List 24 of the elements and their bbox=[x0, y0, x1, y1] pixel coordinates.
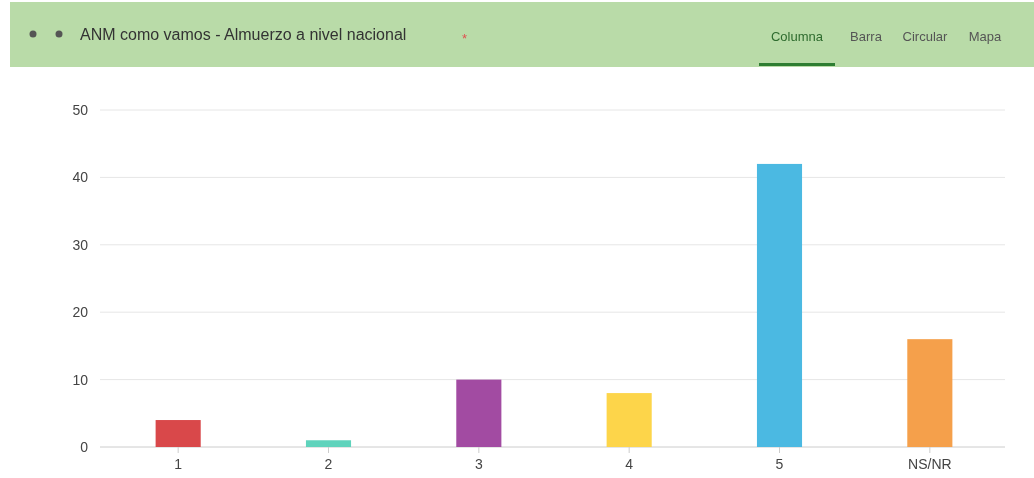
text: Barra bbox=[850, 29, 883, 44]
x-tick-label: 1 bbox=[174, 456, 183, 472]
chart-title: ANM como vamos - Almuerzo a nivel nacional bbox=[80, 26, 407, 43]
bar bbox=[907, 339, 953, 447]
bar bbox=[155, 420, 201, 447]
y-tick-label: 30 bbox=[72, 236, 89, 253]
text: * bbox=[462, 31, 468, 46]
bar bbox=[606, 393, 652, 447]
x-tick-label: 3 bbox=[474, 456, 483, 472]
y-tick-label: 40 bbox=[72, 169, 89, 186]
bar bbox=[305, 440, 352, 447]
bar bbox=[756, 163, 803, 447]
x-tick-label: 2 bbox=[324, 456, 333, 472]
y-tick-label: 20 bbox=[72, 304, 89, 321]
x-tick-label: 4 bbox=[625, 456, 634, 472]
text: Columna bbox=[770, 29, 824, 44]
y-tick-label: 10 bbox=[72, 371, 89, 388]
y-tick-label: 50 bbox=[72, 101, 89, 118]
y-tick-label: 0 bbox=[80, 438, 89, 455]
x-tick-label: 5 bbox=[775, 456, 784, 472]
text: Mapa bbox=[968, 29, 1003, 44]
x-tick-label: NS/NR bbox=[908, 456, 952, 472]
bar bbox=[456, 379, 502, 447]
text: Circular bbox=[902, 29, 949, 44]
